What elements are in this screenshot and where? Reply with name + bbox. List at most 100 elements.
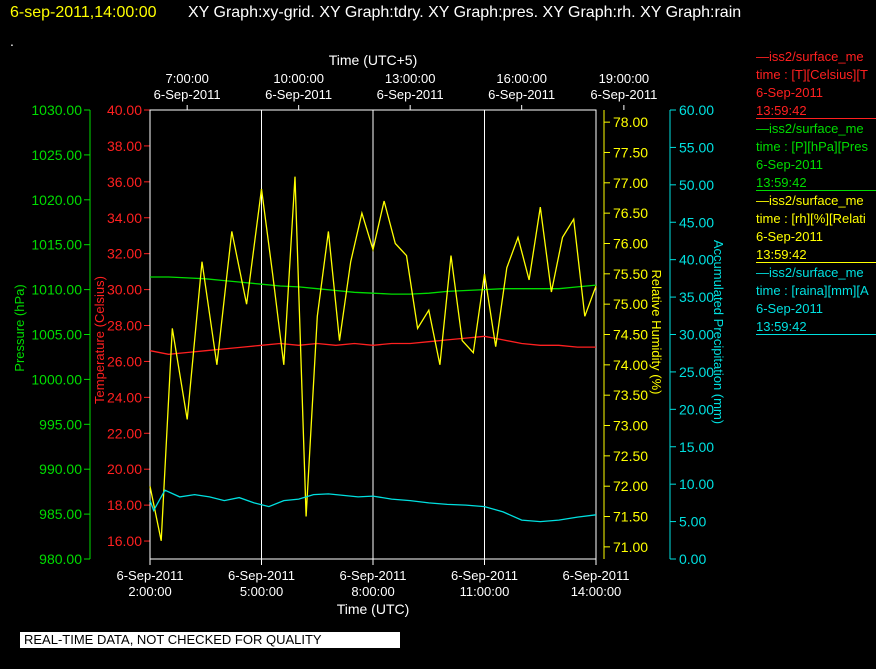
x-top-tick-date: 6-Sep-2011 [590,87,657,102]
temperature-axis-label: Temperature (Celsius) [92,276,107,404]
header-datetime: 6-sep-2011,14:00:00 [10,4,157,21]
precip-tick-label: 55.00 [679,139,714,155]
pressure-tick-label: 1010.00 [31,282,82,298]
temperature-tick-label: 26.00 [107,353,142,369]
legend-pressure-time: 13:59:42 [756,175,807,190]
humidity-tick-label: 74.50 [613,327,648,343]
legend-temperature-var: time : [T][Celsius][T [756,67,868,82]
humidity-tick-label: 73.00 [613,418,648,434]
legend-pressure-date: 6-Sep-2011 [756,157,823,172]
x-tick-time: 2:00:00 [128,584,171,599]
legend-humidity-title: —iss2/surface_me [756,193,864,208]
header-graph-list: XY Graph:xy-grid. XY Graph:tdry. XY Grap… [188,4,742,21]
x-top-tick-time: 16:00:00 [496,71,547,86]
humidity-tick-label: 78.00 [613,114,648,130]
temperature-tick-label: 18.00 [107,497,142,513]
x-top-tick-time: 19:00:00 [599,71,650,86]
series-precip-line [149,489,597,523]
temperature-tick-label: 32.00 [107,246,142,262]
pressure-tick-label: 980.00 [39,551,82,567]
legend-temperature-title: —iss2/surface_me [756,49,864,64]
legend-pressure-title: —iss2/surface_me [756,121,864,136]
pressure-tick-label: 1000.00 [31,371,82,387]
precip-tick-label: 15.00 [679,439,714,455]
x-tick-time: 14:00:00 [571,584,622,599]
x-top-tick-date: 6-Sep-2011 [377,87,444,102]
pressure-tick-label: 990.00 [39,461,82,477]
temperature-tick-label: 40.00 [107,102,142,118]
precip-tick-label: 45.00 [679,214,714,230]
humidity-tick-label: 75.50 [613,266,648,282]
humidity-axis-label: Relative Humidity (%) [649,270,664,395]
precip-tick-label: 60.00 [679,102,714,118]
humidity-tick-label: 74.00 [613,357,648,373]
precip-tick-label: 30.00 [679,327,714,343]
precip-tick-label: 35.00 [679,289,714,305]
precip-tick-label: 0.00 [679,551,706,567]
temperature-tick-label: 30.00 [107,282,142,298]
legend-temperature-time: 13:59:42 [756,103,807,118]
series-layer [149,176,597,541]
pressure-tick-label: 1020.00 [31,192,82,208]
legend-precip-title: —iss2/surface_me [756,265,864,280]
legend-precip-date: 6-Sep-2011 [756,301,823,316]
header-dot: . [10,33,14,49]
pressure-tick-label: 995.00 [39,416,82,432]
x-top-tick-time: 7:00:00 [165,71,208,86]
humidity-tick-label: 75.00 [613,296,648,312]
legend-temperature-date: 6-Sep-2011 [756,85,823,100]
legend-pressure-var: time : [P][hPa][Pres [756,139,868,154]
pressure-tick-label: 1015.00 [31,237,82,253]
precip-tick-label: 5.00 [679,514,706,530]
x-top-tick-time: 13:00:00 [385,71,436,86]
x-top-tick-date: 6-Sep-2011 [154,87,221,102]
pressure-tick-label: 1025.00 [31,147,82,163]
temperature-tick-label: 38.00 [107,138,142,154]
legend-humidity[interactable]: —iss2/surface_me time : [rh][%][Relati 6… [756,192,876,263]
header: 6-sep-2011,14:00:00 XY Graph:xy-grid. XY… [0,2,876,26]
axis-layer: 6-Sep-20112:00:006-Sep-20115:00:006-Sep-… [12,52,726,617]
temperature-tick-label: 20.00 [107,461,142,477]
humidity-tick-label: 77.00 [613,175,648,191]
x-top-axis-label: Time (UTC+5) [329,52,418,68]
temperature-tick-label: 16.00 [107,533,142,549]
x-tick-date: 6-Sep-2011 [117,568,184,583]
pressure-tick-label: 1030.00 [31,102,82,118]
precip-tick-label: 20.00 [679,401,714,417]
legend-pressure[interactable]: —iss2/surface_me time : [P][hPa][Pres 6-… [756,120,876,191]
humidity-tick-label: 72.50 [613,448,648,464]
legend-humidity-var: time : [rh][%][Relati [756,211,866,226]
series-temperature-line [149,335,596,355]
humidity-tick-label: 76.50 [613,205,648,221]
legend-temperature[interactable]: —iss2/surface_me time : [T][Celsius][T 6… [756,48,876,119]
legend-precip-var: time : [raina][mm][A [756,283,869,298]
temperature-tick-label: 36.00 [107,174,142,190]
precip-tick-label: 25.00 [679,364,714,380]
x-tick-date: 6-Sep-2011 [228,568,295,583]
x-tick-date: 6-Sep-2011 [340,568,407,583]
humidity-tick-label: 77.50 [613,144,648,160]
legend-precip[interactable]: —iss2/surface_me time : [raina][mm][A 6-… [756,264,876,335]
series-humidity-line [149,176,597,541]
precip-tick-label: 50.00 [679,177,714,193]
humidity-tick-label: 71.00 [613,539,648,555]
legend-humidity-date: 6-Sep-2011 [756,229,823,244]
x-top-tick-date: 6-Sep-2011 [488,87,555,102]
series-pressure-line [150,276,597,295]
pressure-tick-label: 1005.00 [31,327,82,343]
x-top-tick-date: 6-Sep-2011 [265,87,332,102]
humidity-tick-label: 76.00 [613,235,648,251]
temperature-tick-label: 34.00 [107,210,142,226]
x-tick-time: 8:00:00 [351,584,394,599]
quality-notice: REAL-TIME DATA, NOT CHECKED FOR QUALITY [20,632,400,648]
humidity-tick-label: 73.50 [613,387,648,403]
temperature-tick-label: 22.00 [107,425,142,441]
humidity-tick-label: 72.00 [613,478,648,494]
pressure-tick-label: 985.00 [39,506,82,522]
legend-precip-time: 13:59:42 [756,319,807,334]
x-tick-time: 5:00:00 [240,584,283,599]
x-tick-time: 11:00:00 [460,584,510,599]
precip-tick-label: 10.00 [679,476,714,492]
humidity-tick-label: 71.50 [613,509,648,525]
